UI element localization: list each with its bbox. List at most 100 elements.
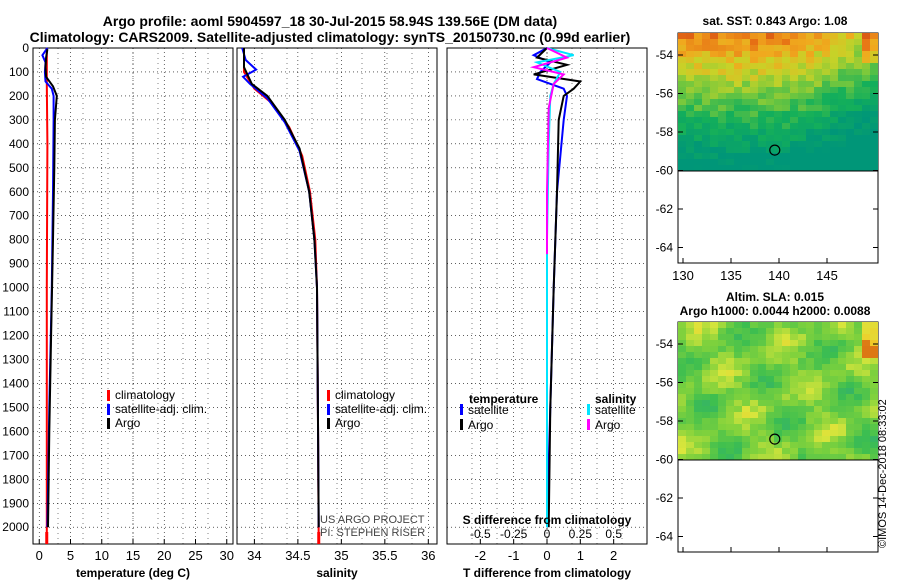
sst-map-cell [750,45,758,51]
sst-map-cell [694,135,702,141]
sla-map-cell [846,442,854,448]
sla-map-cell [694,442,702,448]
sst-map-cell [846,93,854,99]
sla-map-cell [854,346,862,352]
sst-map-cell [822,153,830,159]
sla-map-cell [822,352,830,358]
sst-map-cell [862,57,870,63]
sst-map-cell [862,93,870,99]
sla-map-cell [718,376,726,382]
sst-map-cell [814,87,822,93]
sst-map-cell [846,105,854,111]
sst-map-cell [862,75,870,81]
sst-map-cell [830,105,838,111]
sla-map-cell [798,328,806,334]
sla-map-cell [718,328,726,334]
sla-map-cell [870,442,878,448]
sla-map-cell [862,430,870,436]
chart-temperature: 0100200300400500600700800900100011001200… [2,41,234,580]
sst-map-cell [750,33,758,39]
sla-map-cell [766,340,774,346]
sla-map-cell [846,436,854,442]
salinity-x-tick-label: 34.5 [285,548,310,563]
sla-map-cell [774,442,782,448]
sla-map-cell [830,454,838,460]
sst-map-cell [846,111,854,117]
sst-map-cell [702,93,710,99]
sla-map-cell [686,328,694,334]
sst-map-cell [790,33,798,39]
depth-tick-label: 200 [9,89,29,103]
sst-map-ytick-label: -54 [656,48,674,62]
sla-map-cell [782,424,790,430]
sla-map-cell [854,436,862,442]
sla-map-cell [750,418,758,424]
sst-map-cell [758,129,766,135]
sst-map-cell [678,153,686,159]
sla-map-cell [790,394,798,400]
sst-map-cell [718,153,726,159]
sst-map-cell [814,63,822,69]
sla-map-cell [862,448,870,454]
sla-map-cell [846,448,854,454]
sst-map-cell [734,51,742,57]
sst-map-cell [830,165,838,171]
temperature-series-climatology [45,48,49,542]
sla-map-cell [838,448,846,454]
sla-map-cell [798,424,806,430]
sla-map-cell [734,424,742,430]
sla-map-cell [758,334,766,340]
sla-map-cell [862,358,870,364]
sla-map-cell [758,394,766,400]
sla-map-xtick-label: 140 [768,557,790,560]
sla-map-cell [726,328,734,334]
sla-map-cell [678,424,686,430]
chart-difference: -2 -1 0 1 2 T difference from climatology temp… [446,47,648,580]
difference-series-salinity-Argo [529,47,570,255]
sla-map-cell [782,388,790,394]
depth-tick-label: 100 [9,65,29,79]
sla-map-cell [798,412,806,418]
sst-map-cell [750,141,758,147]
sst-map-cell [822,141,830,147]
sst-map-cell [870,165,878,171]
sst-map-cell [822,87,830,93]
sla-map-cell [734,382,742,388]
sst-map-cell [870,57,878,63]
sst-map-cell [806,87,814,93]
sst-map-cell [806,105,814,111]
sst-map-cell [790,141,798,147]
sst-map-cell [718,39,726,45]
sst-map-cell [766,129,774,135]
sla-map-cell [766,370,774,376]
sst-map-cell [798,105,806,111]
sst-map-cell [870,135,878,141]
sst-map-cell [702,111,710,117]
sla-map-cell [686,352,694,358]
sla-map-cell [710,406,718,412]
temperature-series-Argo [44,49,58,528]
sla-map-cell [694,340,702,346]
sla-map-cell [846,454,854,460]
sla-map-cell [734,358,742,364]
sst-map-cell [702,159,710,165]
sst-map-cell [862,33,870,39]
sla-map-cell [822,412,830,418]
sst-map-cell [726,81,734,87]
sst-map-cell [814,81,822,87]
sst-map-cell [870,93,878,99]
sla-map-cell [798,376,806,382]
sla-map-cell [870,334,878,340]
sst-map-cell [758,57,766,63]
sst-map-cell [694,39,702,45]
sst-map-cell [814,147,822,153]
depth-tick-label: 1200 [2,329,29,343]
sst-map-cell [694,33,702,39]
sst-map-cell [694,93,702,99]
sst-map-cell [846,153,854,159]
sla-map-cell [702,406,710,412]
sla-map-cell [750,436,758,442]
sla-map-cell [766,430,774,436]
sla-map-cell [862,334,870,340]
sla-map-cell [782,352,790,358]
